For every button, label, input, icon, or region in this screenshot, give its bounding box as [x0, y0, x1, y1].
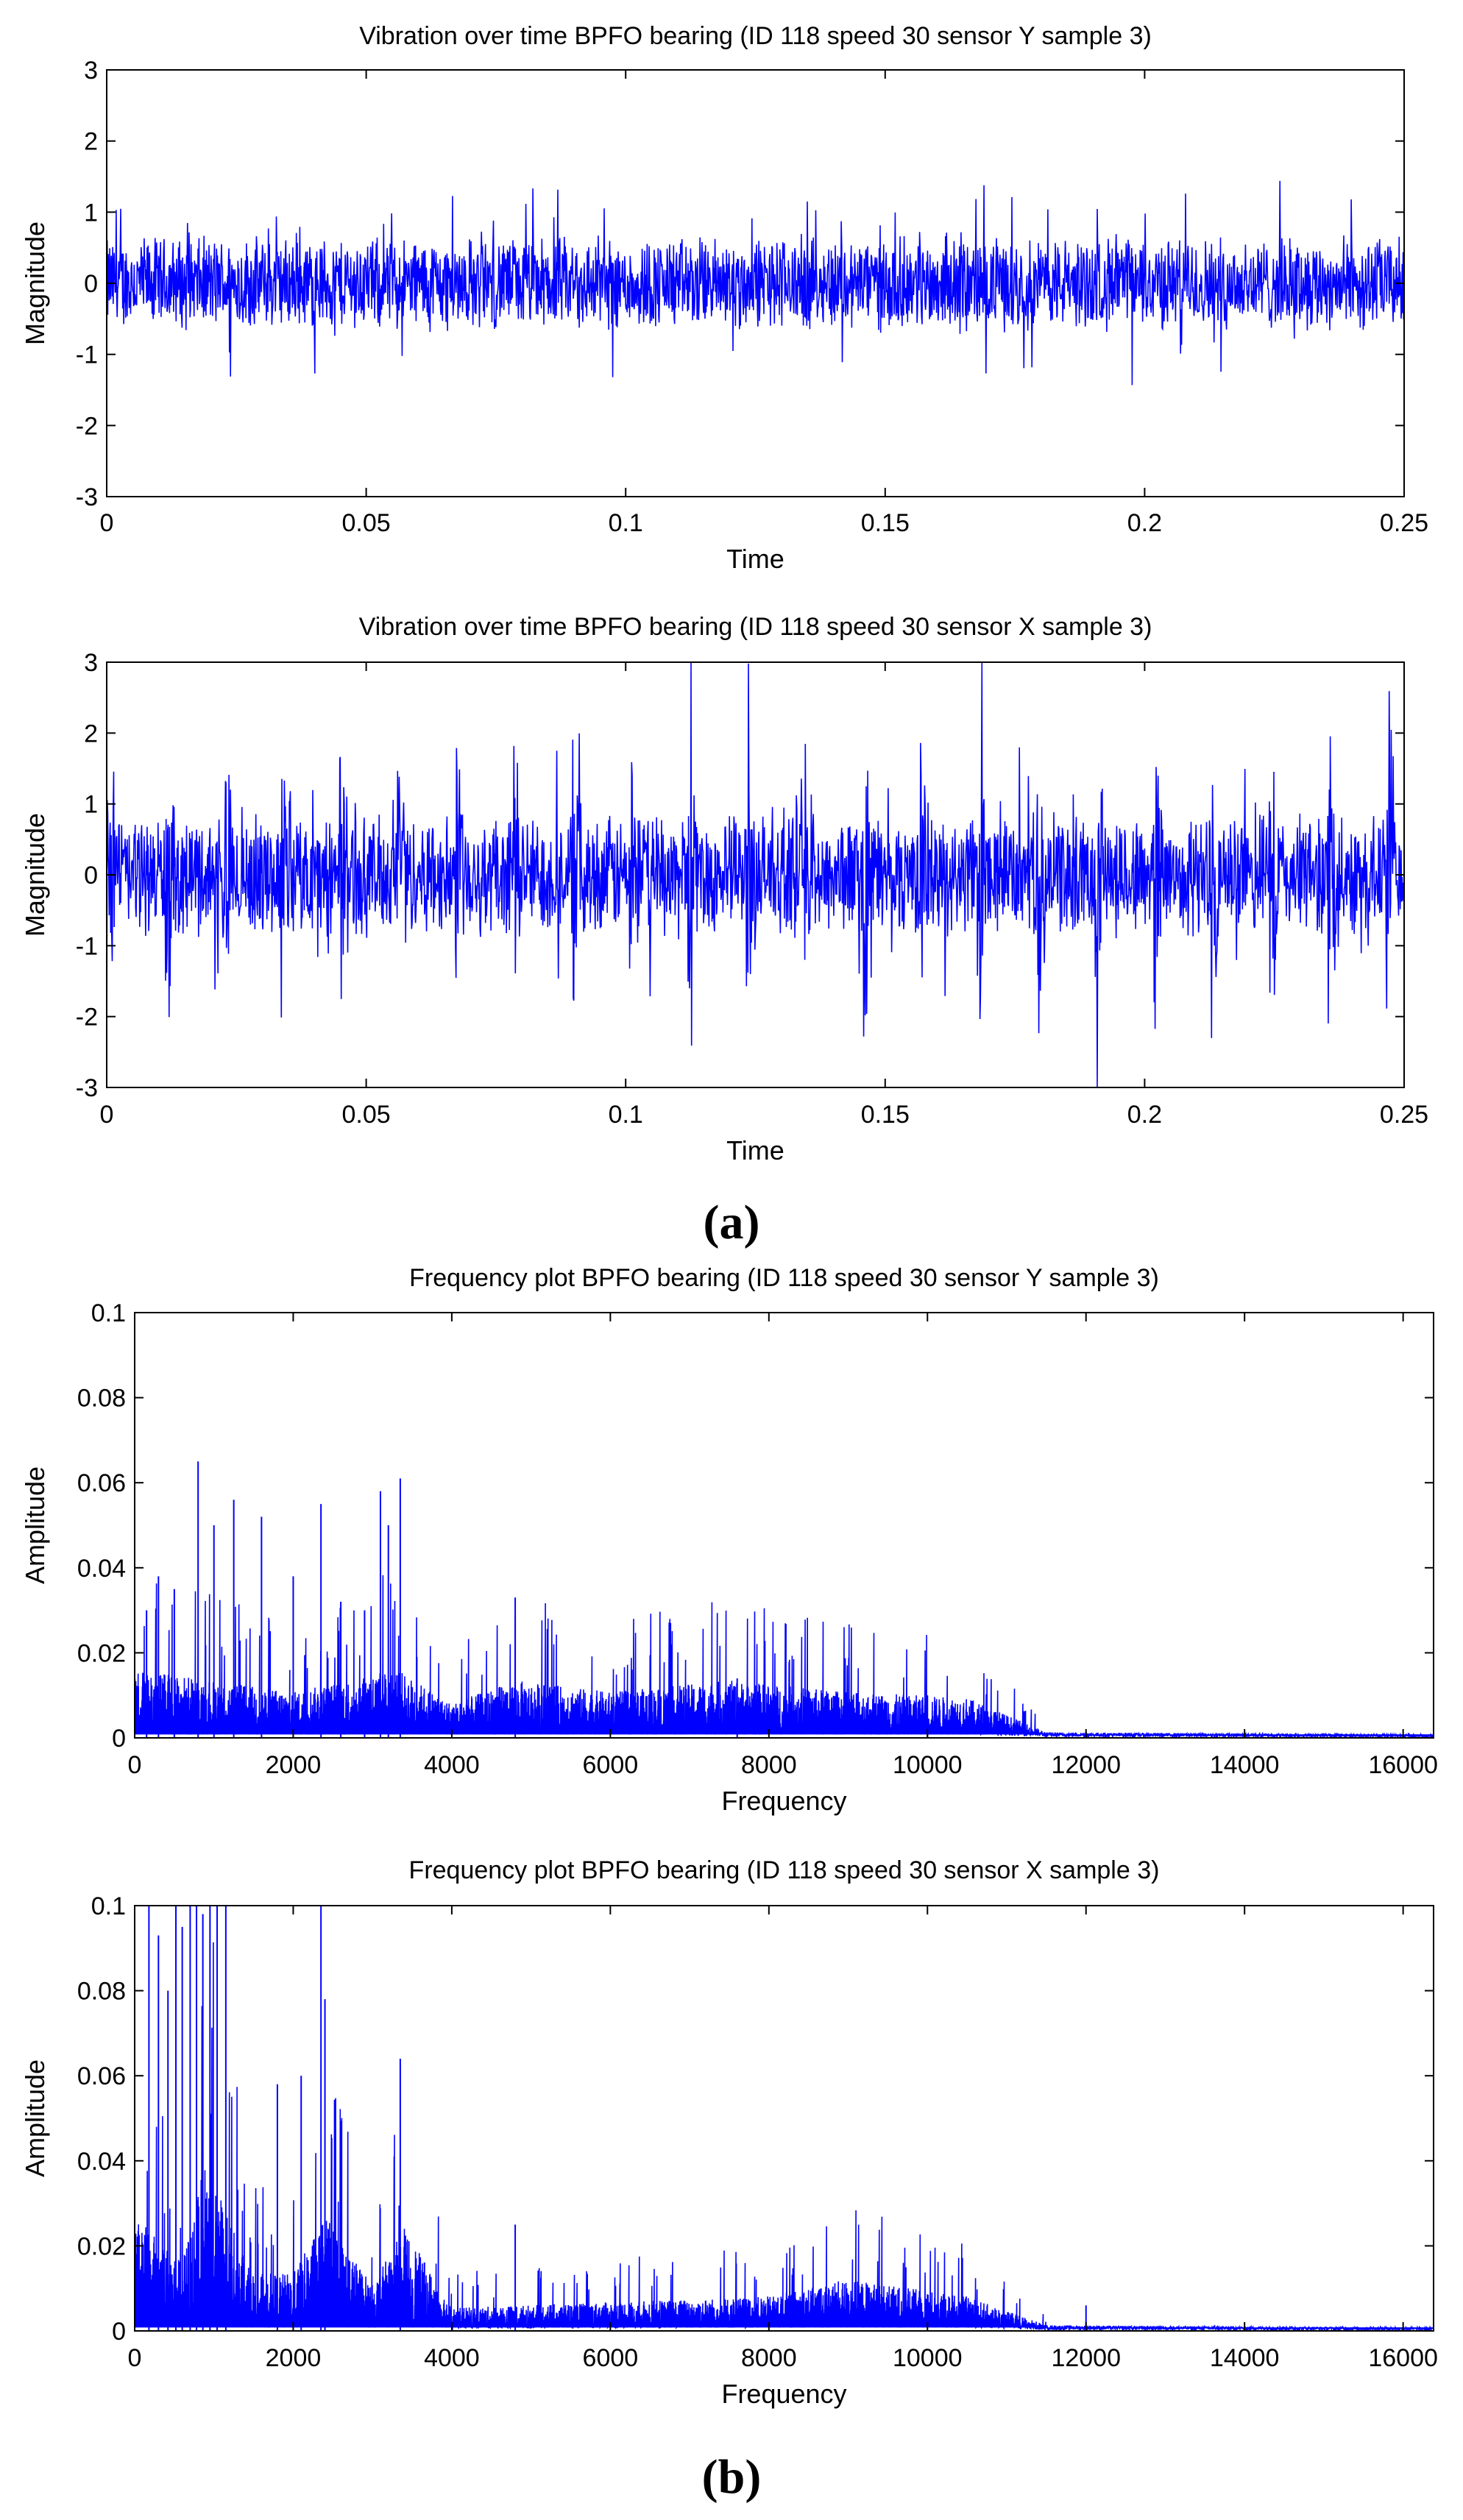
chart-title: Frequency plot BPFO bearing (ID 118 spee…: [409, 1264, 1159, 1292]
x-tick-label: 6000: [583, 2344, 639, 2372]
x-tick-label: 0: [100, 509, 114, 537]
panel-label-b: (b): [702, 2450, 762, 2504]
y-tick-label: 2: [84, 720, 98, 748]
series-line: [135, 1942, 1434, 2331]
panel-label-a: (a): [704, 1196, 760, 1249]
x-tick-label: 8000: [741, 1751, 797, 1779]
series-line: [135, 1575, 1434, 1738]
x-tick-label: 0.05: [342, 1101, 391, 1129]
y-tick-label: -1: [76, 932, 98, 960]
time-domain-plot-sensor-y: Vibration over time BPFO bearing (ID 118…: [20, 22, 1428, 574]
y-tick-label: 0.04: [77, 2148, 126, 2176]
y-tick-label: 0.08: [77, 1978, 126, 2006]
x-axis-label: Time: [726, 1135, 784, 1165]
x-tick-label: 14000: [1210, 2344, 1280, 2372]
y-tick-label: 3: [84, 57, 98, 85]
y-tick-label: 0.02: [77, 2232, 126, 2260]
y-tick-label: -3: [76, 483, 98, 511]
plot-frame: [134, 1312, 1434, 1739]
y-tick-label: -1: [76, 341, 98, 369]
x-tick-label: 2000: [266, 1751, 322, 1779]
y-tick-label: 0.1: [91, 1299, 126, 1327]
x-tick-label: 4000: [424, 1751, 480, 1779]
x-tick-label: 12000: [1051, 1751, 1121, 1779]
y-tick-label: 0.06: [77, 1469, 126, 1497]
x-tick-label: 0.15: [861, 509, 910, 537]
y-tick-label: 3: [84, 649, 98, 677]
x-tick-label: 0.2: [1127, 509, 1162, 537]
y-tick-label: 0.02: [77, 1639, 126, 1667]
x-tick-label: 0.25: [1380, 509, 1428, 537]
y-tick-label: 0.06: [77, 2062, 126, 2090]
y-axis-label: Amplitude: [20, 1466, 50, 1584]
chart-title: Frequency plot BPFO bearing (ID 118 spee…: [409, 1856, 1160, 1884]
x-tick-label: 0.2: [1127, 1101, 1162, 1129]
y-axis-label: Amplitude: [20, 2059, 50, 2177]
x-tick-label: 4000: [424, 2344, 480, 2372]
x-tick-label: 0.1: [609, 1101, 643, 1129]
x-tick-label: 0.05: [342, 509, 391, 537]
x-axis-label: Frequency: [721, 2379, 846, 2409]
series-line: [107, 662, 1404, 1087]
y-tick-label: 0: [112, 1725, 126, 1753]
x-tick-label: 16000: [1368, 1751, 1438, 1779]
x-tick-label: 8000: [741, 2344, 797, 2372]
y-tick-label: -3: [76, 1074, 98, 1102]
x-tick-label: 0: [128, 1751, 142, 1779]
y-tick-label: 0: [84, 862, 98, 890]
y-axis-label: Magnitude: [20, 221, 50, 345]
x-tick-label: 0.25: [1380, 1101, 1428, 1129]
x-axis-label: Time: [726, 544, 784, 574]
frequency-plot-sensor-y: Frequency plot BPFO bearing (ID 118 spee…: [20, 1264, 1438, 1816]
y-axis-label: Magnitude: [20, 813, 50, 937]
frequency-plot-sensor-x: Frequency plot BPFO bearing (ID 118 spee…: [20, 1856, 1438, 2409]
y-tick-label: -2: [76, 412, 98, 440]
x-tick-label: 0.1: [609, 509, 643, 537]
x-tick-label: 0: [128, 2344, 142, 2372]
x-tick-label: 10000: [893, 1751, 963, 1779]
x-axis-label: Frequency: [721, 1786, 846, 1816]
x-tick-label: 14000: [1210, 1751, 1280, 1779]
y-tick-label: 1: [84, 199, 98, 227]
x-tick-label: 0.15: [861, 1101, 910, 1129]
x-tick-label: 12000: [1051, 2344, 1121, 2372]
y-tick-label: 0: [112, 2318, 126, 2346]
y-tick-label: 0.1: [91, 1892, 126, 1920]
series-line: [107, 180, 1404, 386]
x-tick-label: 2000: [266, 2344, 322, 2372]
x-tick-label: 16000: [1368, 2344, 1438, 2372]
y-tick-label: 0.04: [77, 1555, 126, 1583]
plot-frame: [134, 1905, 1434, 2332]
y-tick-label: 0: [84, 270, 98, 298]
y-tick-label: 1: [84, 791, 98, 819]
y-tick-label: 0.08: [77, 1385, 126, 1413]
y-tick-label: 2: [84, 128, 98, 156]
x-tick-label: 0: [100, 1101, 114, 1129]
chart-title: Vibration over time BPFO bearing (ID 118…: [359, 613, 1152, 641]
x-tick-label: 10000: [893, 2344, 963, 2372]
y-tick-label: -2: [76, 1004, 98, 1032]
time-domain-plot-sensor-x: Vibration over time BPFO bearing (ID 118…: [20, 613, 1428, 1165]
chart-title: Vibration over time BPFO bearing (ID 118…: [359, 22, 1152, 50]
x-tick-label: 6000: [583, 1751, 639, 1779]
